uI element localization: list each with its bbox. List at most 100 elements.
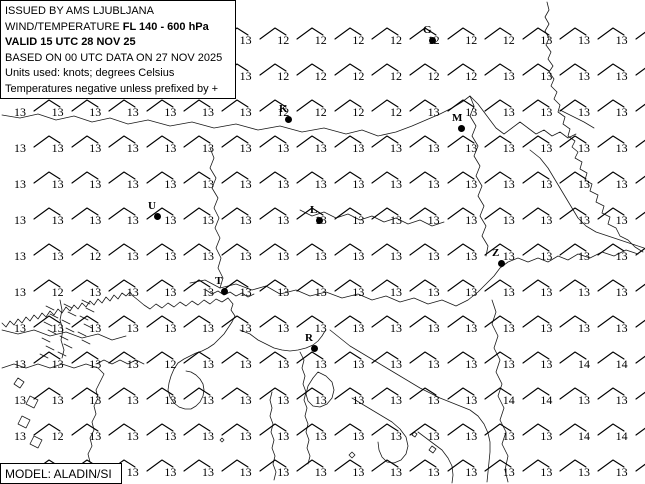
temperature-value: 12: [277, 33, 290, 47]
wind-barb-icon: [259, 423, 287, 436]
wind-barb-icon: [484, 99, 512, 112]
temperature-value: 13: [540, 141, 553, 155]
temperature-value: 13: [14, 285, 26, 299]
wind-barb-icon: [296, 99, 324, 112]
temperature-value: 12: [277, 105, 290, 119]
temperature-value: 13: [465, 213, 478, 227]
temperature-value: 13: [239, 249, 252, 263]
wind-barb-icon: [183, 423, 211, 436]
wind-barb-icon: [334, 279, 362, 292]
wind-barb-icon: [296, 135, 324, 148]
wind-barb-icon: [484, 387, 512, 400]
wind-barb-icon: [409, 459, 437, 472]
wind-barb-icon: [221, 315, 249, 328]
wind-barb-icon: [33, 315, 61, 328]
wind-barb-icon: [597, 459, 625, 472]
wind-barb-icon: [559, 351, 587, 364]
temperature-value: 13: [89, 357, 102, 371]
wind-barb-icon: [221, 351, 249, 364]
temperature-value: 13: [465, 393, 478, 407]
wind-barb-icon: [33, 243, 61, 256]
temperature-value: 13: [14, 105, 26, 119]
wind-barb-icon: [522, 63, 550, 76]
wind-barb-icon: [409, 135, 437, 148]
wind-barb-icon: [334, 423, 362, 436]
legend-line-issued-by: ISSUED BY AMS LJUBLJANA: [5, 5, 154, 17]
temperature-value: 13: [352, 249, 365, 263]
border-drava: [529, 149, 645, 249]
temperature-value: 13: [239, 141, 252, 155]
wind-barb-icon: [71, 387, 99, 400]
temperature-value: 13: [314, 141, 327, 155]
wind-barb-icon: [221, 207, 249, 220]
temperature-value: 13: [540, 249, 553, 263]
temperature-value: 13: [465, 429, 478, 443]
wind-barb-icon: [146, 459, 174, 472]
wind-barb-icon: [296, 387, 324, 400]
temperature-value: 13: [578, 393, 590, 407]
city-dot-icon: [311, 345, 318, 352]
legend-line-product: WIND/TEMPERATURE FL 140 - 600 hPa: [5, 20, 231, 36]
wind-barb-icon: [522, 135, 550, 148]
wind-barb-icon: [484, 315, 512, 328]
temperature-value: 13: [352, 357, 365, 371]
city-dot-icon: [458, 125, 465, 132]
wind-barb-icon: [597, 99, 625, 112]
temperature-value: 13: [540, 69, 553, 83]
temperature-value: 13: [126, 141, 139, 155]
temperature-value: 13: [502, 321, 515, 335]
wind-barb-icon: [484, 243, 512, 256]
wind-barb-icon: [71, 99, 99, 112]
city-label: L: [310, 204, 318, 216]
temperature-value: 12: [352, 105, 365, 119]
wind-barb-icon: [522, 243, 550, 256]
wind-barb-icon: [597, 387, 625, 400]
temperature-value: 13: [202, 393, 214, 407]
coastline-venice-lagoon: [1, 291, 131, 328]
temperature-value: 13: [578, 465, 590, 479]
temperature-value: 13: [465, 141, 478, 155]
wind-barb-icon: [183, 207, 211, 220]
temperature-value: 13: [164, 249, 177, 263]
wind-barb-icon: [334, 171, 362, 184]
temperature-value: 13: [352, 465, 365, 479]
temperature-value: 13: [540, 213, 553, 227]
wind-barb-icon: [334, 27, 362, 40]
temperature-value: 13: [578, 141, 590, 155]
wind-barb-icon: [522, 387, 550, 400]
temperature-value: 13: [578, 177, 590, 191]
temperature-value: 12: [465, 69, 478, 83]
temperature-value: 13: [51, 141, 64, 155]
legend-model-box: MODEL: ALADIN/SI: [0, 463, 122, 484]
wind-barb-icon: [559, 459, 587, 472]
temperature-value: 12: [314, 33, 327, 47]
wind-barb-icon: [334, 135, 362, 148]
temperature-value: 13: [277, 285, 290, 299]
temperature-value: 13: [239, 321, 252, 335]
temperature-value: 14: [615, 357, 628, 371]
temperature-value: 13: [540, 105, 553, 119]
wind-barb-icon: [371, 423, 399, 436]
temperature-value: 13: [14, 321, 26, 335]
wind-barb-icon: [409, 423, 437, 436]
river-sava: [299, 209, 445, 227]
temperature-value: 13: [277, 393, 290, 407]
temperature-value: 13: [352, 177, 365, 191]
temperature-value: 13: [202, 357, 214, 371]
wind-barb-icon: [296, 279, 324, 292]
wind-barb-icon: [221, 135, 249, 148]
wind-barb-icon: [183, 171, 211, 184]
temperature-value: 13: [277, 429, 290, 443]
temperature-value: 13: [502, 465, 515, 479]
temperature-value: 13: [615, 141, 628, 155]
temperature-value: 13: [615, 249, 628, 263]
wind-barb-icon: [71, 315, 99, 328]
wind-barb-icon: [259, 99, 287, 112]
temperature-value: 13: [615, 177, 628, 191]
temperature-value: 12: [427, 69, 440, 83]
coastline-istria: [167, 297, 236, 410]
wind-barb-icon: [371, 99, 399, 112]
wind-barb-icon: [146, 315, 174, 328]
wind-barb-icon: [522, 459, 550, 472]
